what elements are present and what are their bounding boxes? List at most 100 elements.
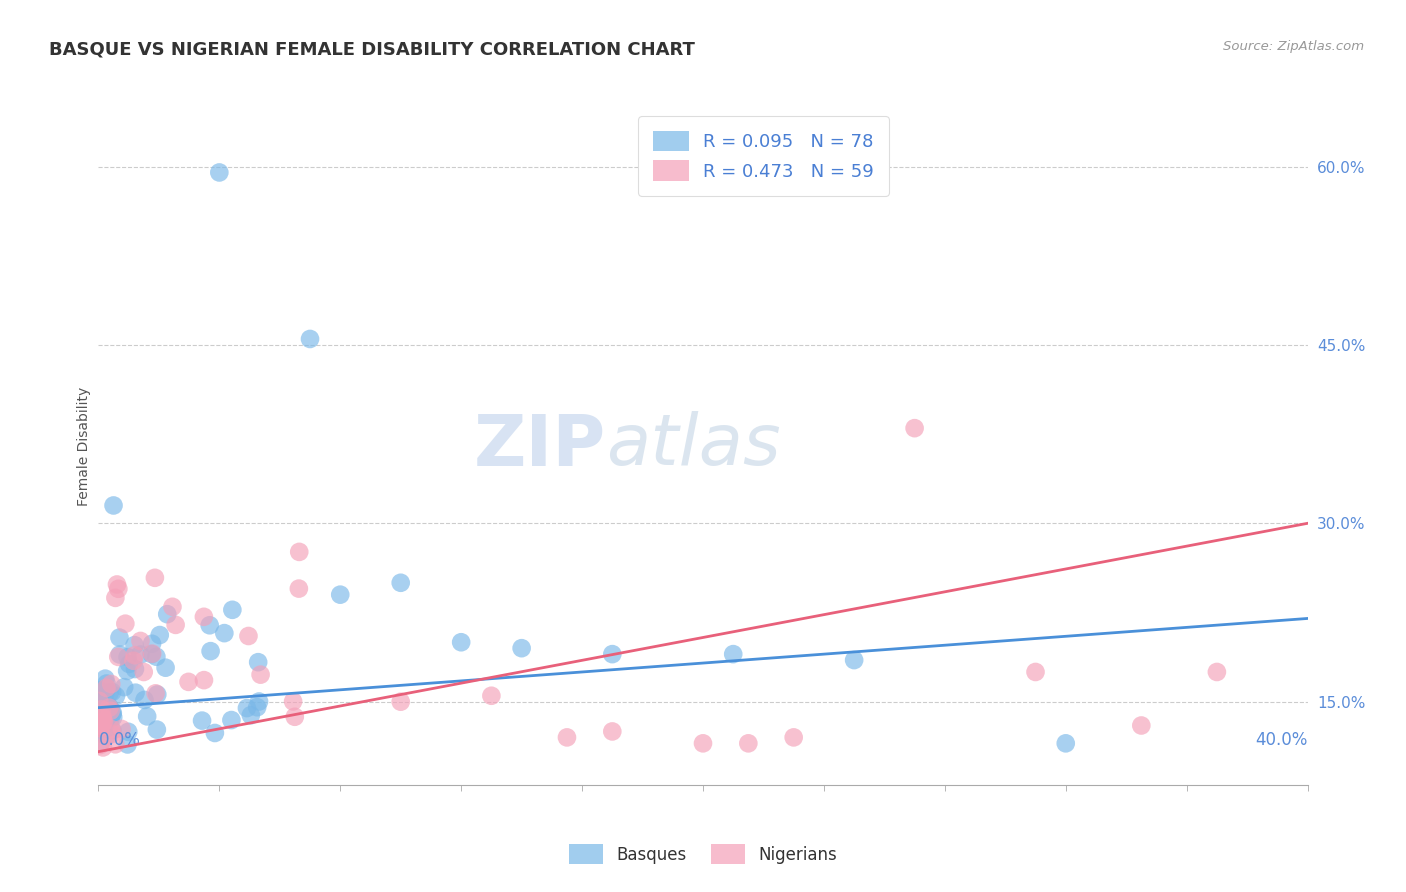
Point xyxy=(844,653,866,667)
Point xyxy=(247,655,270,669)
Point xyxy=(105,577,128,591)
Point xyxy=(90,691,112,706)
Point xyxy=(134,693,156,707)
Point xyxy=(1024,665,1046,679)
Point xyxy=(101,685,124,699)
Text: 0.0%: 0.0% xyxy=(98,731,141,748)
Point xyxy=(101,706,124,720)
Point xyxy=(141,647,163,661)
Point xyxy=(91,710,114,724)
Point xyxy=(90,706,112,721)
Point xyxy=(87,683,110,698)
Point xyxy=(117,738,139,752)
Point xyxy=(94,716,117,731)
Point xyxy=(284,710,307,724)
Point xyxy=(143,571,166,585)
Point xyxy=(107,649,129,664)
Point xyxy=(510,641,533,656)
Point xyxy=(145,686,167,700)
Point xyxy=(1054,736,1077,750)
Point xyxy=(117,650,139,665)
Point xyxy=(288,582,311,596)
Point xyxy=(389,575,412,590)
Point xyxy=(208,165,231,179)
Point xyxy=(156,607,179,622)
Point xyxy=(129,648,152,662)
Point xyxy=(93,714,115,729)
Y-axis label: Female Disability: Female Disability xyxy=(77,386,91,506)
Point xyxy=(124,662,146,676)
Point xyxy=(124,638,146,652)
Point xyxy=(247,694,270,708)
Point xyxy=(602,724,624,739)
Point xyxy=(96,676,118,690)
Point xyxy=(132,665,155,679)
Point xyxy=(200,644,222,658)
Point xyxy=(90,718,112,732)
Point xyxy=(103,710,125,724)
Point xyxy=(98,686,121,700)
Point xyxy=(329,588,352,602)
Point xyxy=(98,700,121,714)
Point xyxy=(107,582,129,596)
Point xyxy=(89,736,111,750)
Point xyxy=(249,667,271,681)
Point xyxy=(100,677,122,691)
Point xyxy=(98,702,121,716)
Point xyxy=(299,332,322,346)
Point xyxy=(96,699,118,714)
Text: Source: ZipAtlas.com: Source: ZipAtlas.com xyxy=(1223,40,1364,54)
Point xyxy=(149,628,172,642)
Point xyxy=(98,701,121,715)
Point xyxy=(221,603,243,617)
Point xyxy=(288,545,311,559)
Point xyxy=(904,421,927,435)
Point xyxy=(108,631,131,645)
Point xyxy=(100,711,122,725)
Point xyxy=(96,730,118,744)
Point xyxy=(115,664,138,678)
Point xyxy=(104,689,127,703)
Point xyxy=(112,680,135,694)
Point xyxy=(1130,718,1153,732)
Point xyxy=(101,727,124,741)
Point xyxy=(91,704,114,718)
Point xyxy=(89,719,111,733)
Point xyxy=(90,702,112,716)
Point xyxy=(100,723,122,737)
Point xyxy=(239,708,262,723)
Point xyxy=(94,681,117,696)
Point xyxy=(117,724,139,739)
Point xyxy=(198,618,221,632)
Point xyxy=(238,629,260,643)
Point xyxy=(90,719,112,733)
Point xyxy=(155,661,177,675)
Point xyxy=(191,714,214,728)
Text: atlas: atlas xyxy=(606,411,780,481)
Point xyxy=(110,722,132,736)
Point xyxy=(389,695,412,709)
Point xyxy=(114,616,136,631)
Point xyxy=(783,731,806,745)
Point xyxy=(104,737,127,751)
Point xyxy=(89,714,111,728)
Point xyxy=(555,731,578,745)
Point xyxy=(91,740,114,755)
Point xyxy=(162,599,184,614)
Point xyxy=(94,672,117,686)
Point xyxy=(89,694,111,708)
Point xyxy=(236,701,259,715)
Text: BASQUE VS NIGERIAN FEMALE DISABILITY CORRELATION CHART: BASQUE VS NIGERIAN FEMALE DISABILITY COR… xyxy=(49,40,695,58)
Point xyxy=(91,712,114,726)
Point xyxy=(723,647,745,661)
Point xyxy=(450,635,472,649)
Point xyxy=(100,704,122,718)
Point xyxy=(193,673,215,687)
Point xyxy=(193,610,215,624)
Point xyxy=(96,706,118,721)
Point xyxy=(602,647,624,661)
Point xyxy=(165,618,187,632)
Point xyxy=(94,687,117,701)
Point xyxy=(91,696,114,710)
Point xyxy=(118,657,141,671)
